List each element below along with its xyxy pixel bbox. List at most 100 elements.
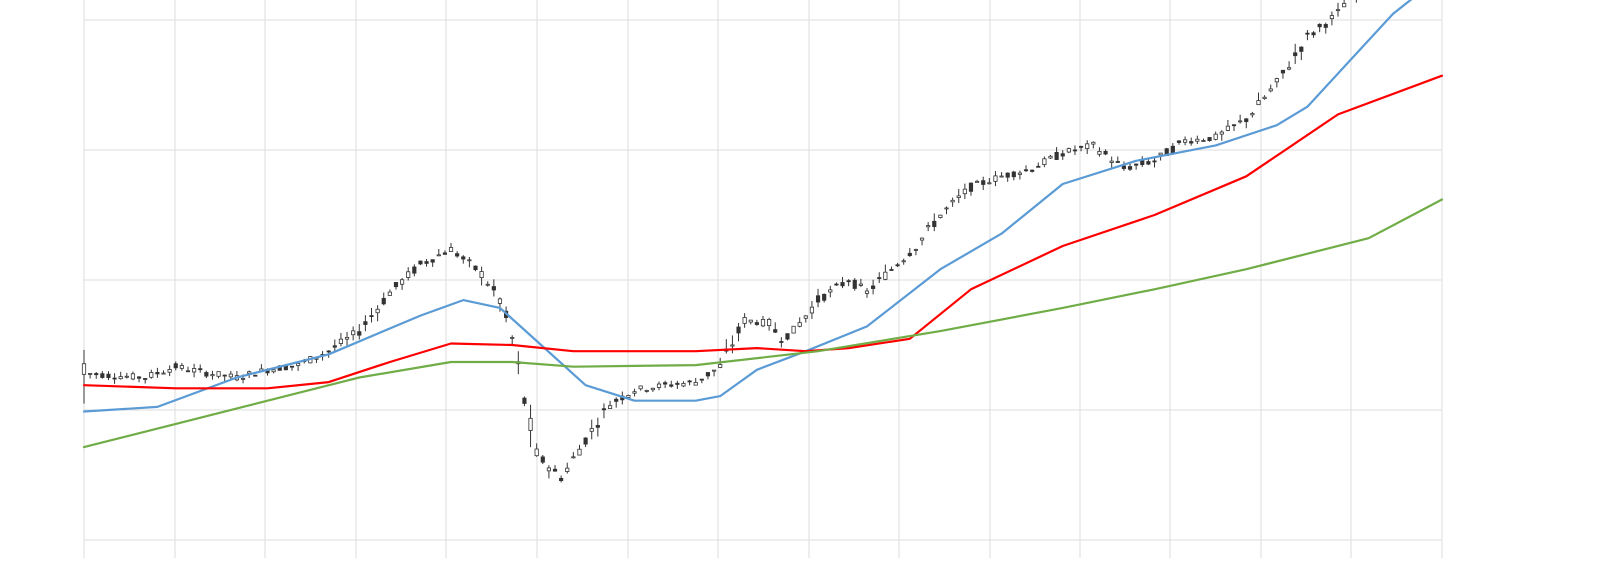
candle <box>944 206 949 215</box>
candle-body <box>614 398 619 402</box>
candle-body <box>240 378 246 380</box>
candle-body <box>1066 148 1071 153</box>
candle <box>424 258 429 267</box>
candle-body <box>846 280 851 283</box>
candle <box>656 381 662 391</box>
candle <box>1299 46 1304 61</box>
candle-body <box>1097 150 1102 155</box>
candle <box>510 335 515 345</box>
candle <box>864 288 870 298</box>
candle-body <box>1011 171 1016 178</box>
candle <box>999 172 1004 178</box>
candle <box>1066 147 1071 154</box>
candle <box>155 367 160 378</box>
candle <box>699 378 704 384</box>
candle <box>773 322 778 334</box>
candle-body <box>418 260 423 265</box>
candle <box>1262 95 1267 100</box>
candle <box>919 237 925 246</box>
candle-body <box>913 249 919 251</box>
candle-body <box>289 365 295 368</box>
candle <box>938 214 943 219</box>
candle-body <box>626 395 631 398</box>
candle-body <box>1152 160 1157 163</box>
candle-body <box>760 318 766 327</box>
candle <box>1268 84 1273 93</box>
candle-body <box>222 374 227 377</box>
candle-body <box>1231 124 1237 127</box>
candle-body <box>375 308 380 314</box>
candle-body <box>962 188 967 195</box>
candle-body <box>669 384 674 387</box>
candle <box>485 281 490 287</box>
candle <box>344 331 350 346</box>
candle <box>1054 147 1059 160</box>
candle <box>1317 23 1322 33</box>
candle-body <box>167 369 172 373</box>
candle <box>1329 11 1334 26</box>
candle-body <box>901 260 906 263</box>
candle-body <box>485 283 490 286</box>
candle <box>1305 29 1310 41</box>
candle-body <box>993 175 998 182</box>
candle <box>1048 154 1053 159</box>
candle-body <box>1023 169 1029 172</box>
candle <box>577 444 582 456</box>
candle <box>883 264 888 281</box>
candle <box>1293 43 1298 64</box>
candle-body <box>1079 145 1084 148</box>
candle-body <box>247 371 252 374</box>
candle-body <box>381 297 386 305</box>
candle <box>693 377 698 386</box>
candle <box>455 251 460 258</box>
candle <box>210 370 215 380</box>
candle-body <box>210 374 215 377</box>
candle <box>332 339 337 352</box>
candle <box>1085 140 1090 155</box>
candle <box>204 370 209 379</box>
candle-body <box>1176 140 1182 143</box>
candle <box>1109 156 1114 168</box>
candle <box>1042 156 1047 168</box>
candle-body <box>950 199 955 203</box>
candle <box>987 178 992 185</box>
candle <box>216 371 221 379</box>
candle <box>192 363 197 378</box>
candle-body <box>1115 161 1120 163</box>
candle <box>1079 145 1084 152</box>
candle <box>822 293 827 303</box>
candle <box>1060 150 1065 160</box>
candle <box>387 289 392 296</box>
candle <box>901 258 906 265</box>
candle-body <box>363 321 368 325</box>
candle-body <box>742 317 747 324</box>
candle-body <box>650 387 655 391</box>
candle-body <box>1250 113 1255 116</box>
candle-body <box>975 180 980 183</box>
candle <box>632 388 637 397</box>
candle <box>418 260 423 266</box>
candle-body <box>528 417 533 431</box>
candle-body <box>1048 155 1053 159</box>
candle-body <box>797 322 802 327</box>
candle <box>681 381 686 388</box>
candle <box>834 282 839 286</box>
candle-body <box>338 338 344 344</box>
candle-body <box>1311 32 1316 36</box>
candle-body <box>1189 141 1194 144</box>
candle <box>436 249 441 257</box>
candle <box>644 389 649 393</box>
candle <box>100 371 105 379</box>
candle <box>1342 0 1347 8</box>
candle <box>271 368 276 374</box>
candle <box>858 278 863 287</box>
candle <box>895 262 900 268</box>
candle <box>932 213 937 232</box>
candle <box>112 373 117 384</box>
candle-body <box>1238 120 1243 123</box>
candle <box>1036 162 1041 168</box>
candle <box>950 197 955 207</box>
candle <box>981 176 986 190</box>
candle-body <box>1225 125 1230 131</box>
